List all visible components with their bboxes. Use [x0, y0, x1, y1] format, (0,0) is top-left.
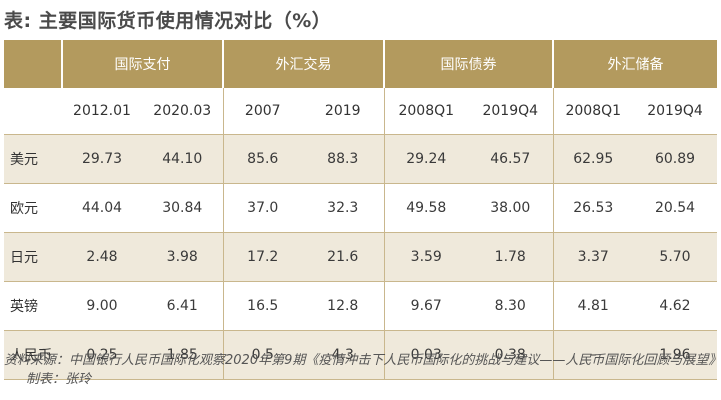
table-cell: 3.98: [142, 232, 223, 282]
table-cell: 1.85: [142, 330, 223, 380]
table-cell: 49.58: [383, 183, 468, 233]
credit-text: 制表：张玲: [26, 372, 92, 387]
table-cell: 0.03: [383, 330, 468, 380]
table-cell: 2.48: [62, 232, 142, 282]
table-cell: 17.2: [222, 232, 302, 282]
table-cell: 62.95: [552, 134, 633, 184]
period-header: 2008Q1: [383, 88, 468, 135]
table-title: 表: 主要国际货币使用情况对比（%）: [4, 10, 332, 32]
row-label: 美元: [4, 134, 62, 184]
table-cell: 9.67: [383, 281, 468, 331]
table-cell: 85.6: [222, 134, 302, 184]
table-cell: 20.54: [633, 183, 717, 233]
period-header: 2019Q4: [468, 88, 553, 135]
table-cell: 30.84: [142, 183, 223, 233]
source-footnote: 资料来源：中国银行人民币国际化观察2020年第9期《疫情冲击下人民币国际化的挑战…: [4, 351, 721, 389]
group-header: 国际支付: [61, 40, 223, 88]
row-label: 欧元: [4, 183, 62, 233]
row-label: 日元: [4, 232, 62, 282]
table-cell: 8.30: [468, 281, 553, 331]
corner-cell: [4, 40, 62, 88]
period-header: 2007: [222, 88, 302, 135]
table-cell: 4.3: [302, 330, 384, 380]
table-cell: 5.70: [633, 232, 717, 282]
table-cell: 9.00: [62, 281, 142, 331]
table-cell: 21.6: [302, 232, 384, 282]
table-cell: 3.37: [552, 232, 633, 282]
table-cell: 29.24: [383, 134, 468, 184]
table-cell: 1.96: [633, 330, 717, 380]
table-cell: 0.5: [222, 330, 302, 380]
row-label: 英镑: [4, 281, 62, 331]
period-header: 2019: [302, 88, 384, 135]
group-header: 国际债券: [383, 40, 553, 88]
table-row: 英镑 9.00 6.41 16.5 12.8 9.67 8.30 4.81 4.…: [4, 281, 717, 331]
table-cell: 38.00: [468, 183, 553, 233]
table-cell: 60.89: [633, 134, 717, 184]
table-row: 人民币 0.25 1.85 0.5 4.3 0.03 0.38 – 1.96: [4, 330, 717, 380]
table-cell: 3.59: [383, 232, 468, 282]
table-cell: 4.81: [552, 281, 633, 331]
group-header: 外汇交易: [222, 40, 384, 88]
group-header-row: 国际支付 外汇交易 国际债券 外汇储备: [4, 40, 717, 88]
table-cell: 29.73: [62, 134, 142, 184]
table-cell: 16.5: [222, 281, 302, 331]
table-cell: 44.10: [142, 134, 223, 184]
period-header: 2020.03: [142, 88, 223, 135]
table-row: 欧元 44.04 30.84 37.0 32.3 49.58 38.00 26.…: [4, 183, 717, 233]
period-header-row: 2012.01 2020.03 2007 2019 2008Q1 2019Q4 …: [4, 88, 717, 135]
table-cell: 12.8: [302, 281, 384, 331]
table-cell: 0.25: [62, 330, 142, 380]
table-cell: –: [552, 330, 633, 380]
currency-usage-table: 国际支付 外汇交易 国际债券 外汇储备 2012.01 2020.03 2007…: [4, 40, 717, 380]
table-row: 美元 29.73 44.10 85.6 88.3 29.24 46.57 62.…: [4, 134, 717, 184]
period-header: 2019Q4: [633, 88, 717, 135]
table-cell: 26.53: [552, 183, 633, 233]
table-cell: 6.41: [142, 281, 223, 331]
table-cell: 46.57: [468, 134, 553, 184]
table-cell: 88.3: [302, 134, 384, 184]
period-header: 2008Q1: [552, 88, 633, 135]
table-cell: 37.0: [222, 183, 302, 233]
table-cell: 44.04: [62, 183, 142, 233]
table-cell: 4.62: [633, 281, 717, 331]
corner-cell: [4, 88, 62, 135]
table-cell: 1.78: [468, 232, 553, 282]
row-label: 人民币: [4, 330, 62, 380]
table-cell: 32.3: [302, 183, 384, 233]
source-text: 资料来源：中国银行人民币国际化观察2020年第9期《疫情冲击下人民币国际化的挑战…: [4, 353, 721, 368]
group-header: 外汇储备: [552, 40, 717, 88]
period-header: 2012.01: [62, 88, 142, 135]
table-row: 日元 2.48 3.98 17.2 21.6 3.59 1.78 3.37 5.…: [4, 232, 717, 282]
table-cell: 0.38: [468, 330, 553, 380]
